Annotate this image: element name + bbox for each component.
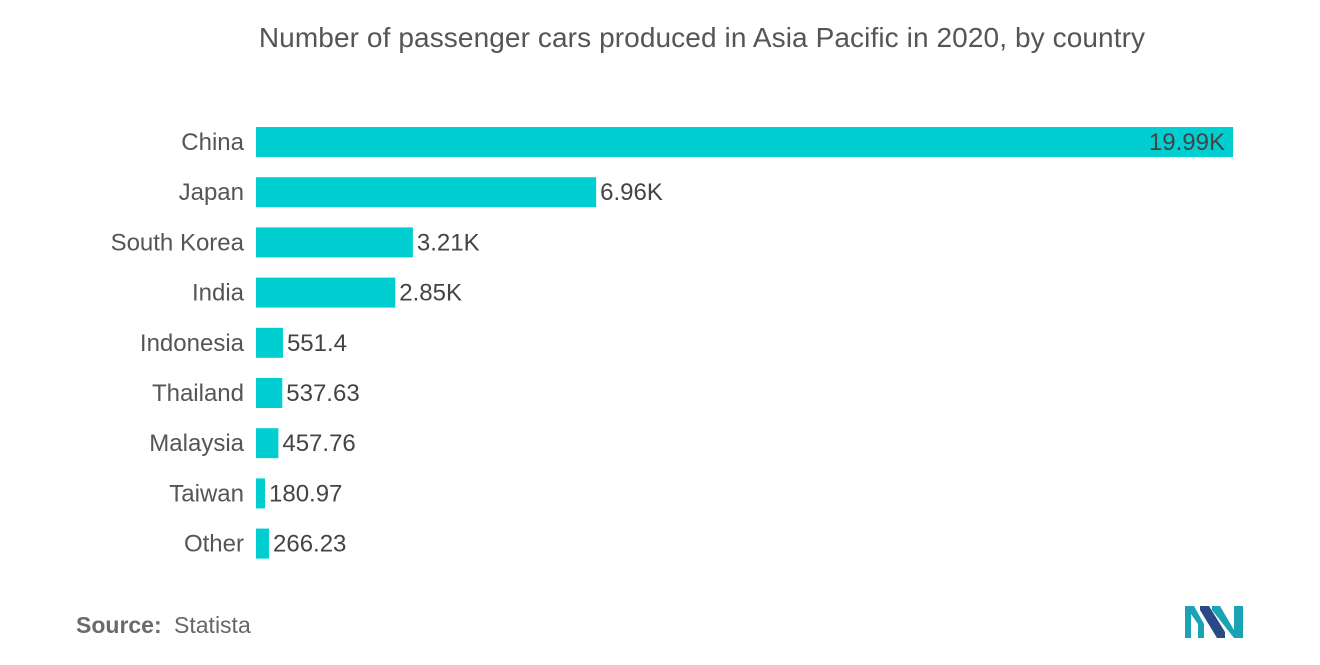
value-label: 19.99K bbox=[1149, 129, 1225, 156]
bar bbox=[256, 127, 1233, 157]
source-value: Statista bbox=[174, 612, 251, 638]
category-label: India bbox=[192, 280, 245, 307]
bar bbox=[256, 478, 265, 509]
value-label: 537.63 bbox=[286, 380, 359, 407]
value-label: 266.23 bbox=[273, 531, 346, 558]
category-label: Other bbox=[184, 531, 244, 558]
category-label: China bbox=[181, 129, 244, 156]
category-label: Taiwan bbox=[169, 480, 244, 507]
bar bbox=[256, 227, 413, 258]
bar bbox=[256, 327, 283, 358]
category-label: Japan bbox=[179, 179, 244, 206]
bar-chart: China 19.99K Japan 6.96K South Korea 3.21K Ind… bbox=[111, 127, 1233, 559]
category-label: South Korea bbox=[111, 229, 245, 256]
category-label: Malaysia bbox=[149, 430, 244, 457]
bar bbox=[256, 428, 279, 459]
category-label: Indonesia bbox=[140, 330, 245, 357]
bar bbox=[256, 528, 270, 559]
bar bbox=[256, 378, 283, 408]
bar bbox=[256, 177, 597, 208]
value-label: 551.4 bbox=[287, 330, 347, 357]
category-label: Thailand bbox=[152, 380, 244, 407]
value-label: 457.76 bbox=[282, 430, 355, 457]
mordor-intelligence-logo-icon bbox=[1185, 606, 1243, 638]
source-note: Source: Statista bbox=[76, 612, 251, 639]
source-label: Source: bbox=[76, 612, 162, 638]
chart-title: Number of passenger cars produced in Asi… bbox=[258, 22, 1146, 53]
value-label: 180.97 bbox=[269, 480, 342, 507]
value-label: 2.85K bbox=[399, 280, 462, 307]
value-label: 3.21K bbox=[417, 229, 480, 256]
value-label: 6.96K bbox=[600, 179, 663, 206]
bar bbox=[256, 277, 396, 308]
